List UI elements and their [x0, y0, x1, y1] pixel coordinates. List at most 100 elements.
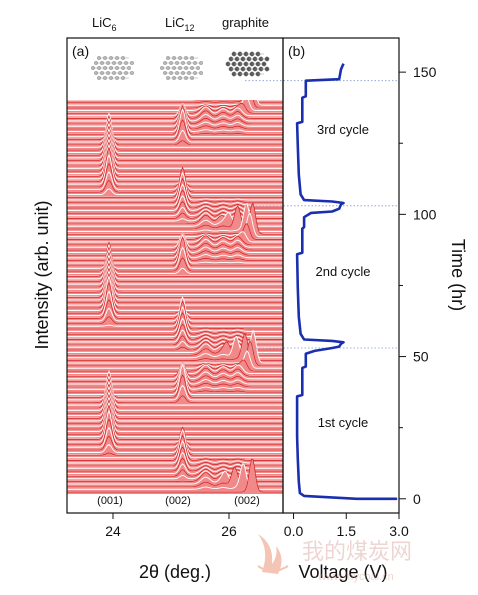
xrd-pattern-line	[67, 100, 283, 111]
y-tick-label-b: 150	[413, 64, 437, 80]
xrd-pattern-line	[67, 241, 283, 277]
xrd-pattern-line	[67, 130, 283, 167]
xrd-pattern-line	[67, 127, 283, 164]
cycle-label-2: 2nd cycle	[316, 264, 371, 279]
xrd-pattern-fill	[67, 362, 283, 381]
xrd-pattern-line	[67, 235, 283, 246]
xrd-pattern-line	[67, 231, 283, 243]
xrd-pattern-fill	[67, 463, 283, 492]
xrd-pattern-line	[67, 246, 283, 269]
xrd-pattern-line	[67, 390, 283, 427]
panel-b-frame	[282, 37, 400, 514]
xrd-pattern-fill	[67, 103, 283, 121]
xrd-pattern-line	[67, 457, 283, 472]
xrd-pattern-line	[67, 275, 283, 311]
xrd-pattern-line	[67, 463, 283, 475]
xrd-pattern-line	[67, 212, 283, 238]
xrd-pattern-line	[67, 135, 283, 172]
xrd-pattern-line	[67, 396, 283, 432]
xrd-pattern-line	[67, 264, 283, 301]
xrd-pattern-line	[67, 428, 283, 453]
xrd-pattern-line	[67, 364, 283, 375]
xrd-pattern-line	[67, 401, 283, 438]
xrd-pattern-line	[67, 363, 283, 396]
xrd-pattern-line	[67, 153, 283, 185]
structure-label-lic6: LiC6	[92, 15, 117, 33]
xrd-pattern-line	[67, 102, 283, 117]
xrd-pattern-line	[67, 103, 283, 127]
xrd-pattern-line	[67, 166, 283, 198]
lic12-lattice-icon	[159, 56, 203, 80]
xrd-pattern-fill	[67, 341, 283, 358]
xrd-pattern-line	[67, 269, 283, 306]
y-axis-label-a: Intensity (arb. unit)	[32, 200, 52, 349]
xrd-pattern-line	[67, 431, 283, 451]
xrd-pattern-line	[67, 232, 283, 248]
xrd-pattern-line	[67, 104, 283, 133]
xrd-pattern-line	[67, 381, 283, 401]
x-axis-label-a: 2θ (deg.)	[139, 562, 211, 582]
xrd-pattern-line	[67, 362, 283, 390]
x-tick-label-24: 24	[105, 523, 121, 539]
x-tick-label-26: 26	[221, 523, 237, 539]
xrd-pattern-line	[67, 233, 283, 259]
y-tick-label-b: 50	[413, 349, 429, 365]
xrd-pattern-line	[67, 380, 283, 417]
xrd-pattern-line	[67, 233, 283, 261]
xrd-pattern-line	[67, 281, 283, 314]
xrd-pattern-line	[67, 298, 283, 324]
xrd-pattern-line	[67, 399, 283, 435]
xrd-pattern-fill	[67, 467, 283, 489]
xrd-pattern-fill	[67, 172, 283, 195]
xrd-pattern-line	[67, 262, 283, 298]
xrd-pattern-line	[67, 243, 283, 280]
xrd-pattern-line	[67, 232, 283, 254]
xrd-pattern-line	[67, 244, 283, 275]
xrd-pattern-line	[67, 434, 283, 461]
watermark-logo: 我的煤炭网 www.mycoal.cn	[257, 534, 412, 583]
xrd-pattern-line	[67, 385, 283, 422]
xrd-pattern-line	[67, 290, 283, 317]
xrd-pattern-fill	[67, 100, 283, 102]
lic6-lattice-icon	[90, 56, 134, 80]
xrd-pattern-line	[67, 300, 283, 330]
xrd-pattern-line	[67, 138, 283, 175]
xrd-pattern-line	[67, 100, 283, 103]
x-tick-label-b: 0.0	[284, 523, 304, 539]
panel-b-plot: 1st cycle 2nd cycle 3rd cycle	[245, 63, 399, 501]
xrd-pattern-line	[67, 122, 283, 159]
xrd-pattern-fill	[67, 362, 283, 379]
xrd-pattern-fill	[67, 233, 283, 252]
xrd-pattern-line	[67, 223, 283, 240]
xrd-pattern-line	[67, 178, 283, 203]
svg-text:www.mycoal.cn: www.mycoal.cn	[317, 571, 394, 583]
xrd-pattern-fill	[67, 206, 283, 231]
xrd-pattern-fill	[67, 233, 283, 250]
xrd-pattern-line	[67, 100, 283, 109]
xrd-pattern-line	[67, 426, 283, 456]
xrd-pattern-line	[67, 248, 283, 285]
xrd-pattern-line	[67, 171, 283, 201]
xrd-pattern-fill	[67, 330, 283, 345]
xrd-pattern-line	[67, 451, 283, 469]
xrd-pattern-fill	[67, 201, 283, 216]
panel-b-axes: 0.0 1.5 3.00 50 100 150	[284, 64, 437, 539]
lattice-icons	[90, 51, 270, 80]
graphite-lattice-icon	[225, 51, 270, 77]
peak-label-lic6: (001)	[97, 495, 123, 507]
xrd-pattern-line	[67, 103, 283, 122]
xrd-pattern-line	[67, 272, 283, 309]
xrd-pattern-fill	[67, 212, 283, 229]
xrd-pattern-line	[67, 114, 283, 146]
xrd-pattern-line	[67, 375, 283, 411]
xrd-pattern-line	[67, 404, 283, 440]
x-axis-label-b: Voltage (V)	[298, 562, 387, 582]
xrd-pattern-line	[67, 133, 283, 169]
xrd-pattern-line	[67, 440, 283, 464]
xrd-pattern-line	[67, 363, 283, 393]
panel-a-plot	[67, 100, 283, 494]
xrd-pattern-line	[67, 168, 283, 196]
xrd-pattern-line	[67, 103, 283, 125]
x-tick-label-b: 1.5	[337, 523, 357, 539]
xrd-pattern-line	[67, 301, 283, 322]
